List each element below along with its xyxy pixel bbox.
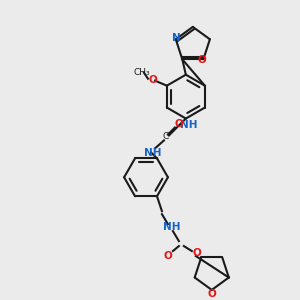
Text: CH₃: CH₃ bbox=[134, 68, 150, 77]
Text: O: O bbox=[192, 248, 201, 258]
Text: C: C bbox=[163, 132, 169, 141]
Text: O: O bbox=[207, 289, 216, 299]
Text: N: N bbox=[172, 33, 181, 43]
Text: NH: NH bbox=[163, 222, 181, 232]
Text: O: O bbox=[148, 75, 157, 85]
Text: O: O bbox=[164, 251, 172, 261]
Text: NH: NH bbox=[144, 148, 162, 158]
Text: O: O bbox=[175, 118, 183, 128]
Text: NH: NH bbox=[180, 119, 198, 130]
Text: O: O bbox=[197, 55, 206, 65]
